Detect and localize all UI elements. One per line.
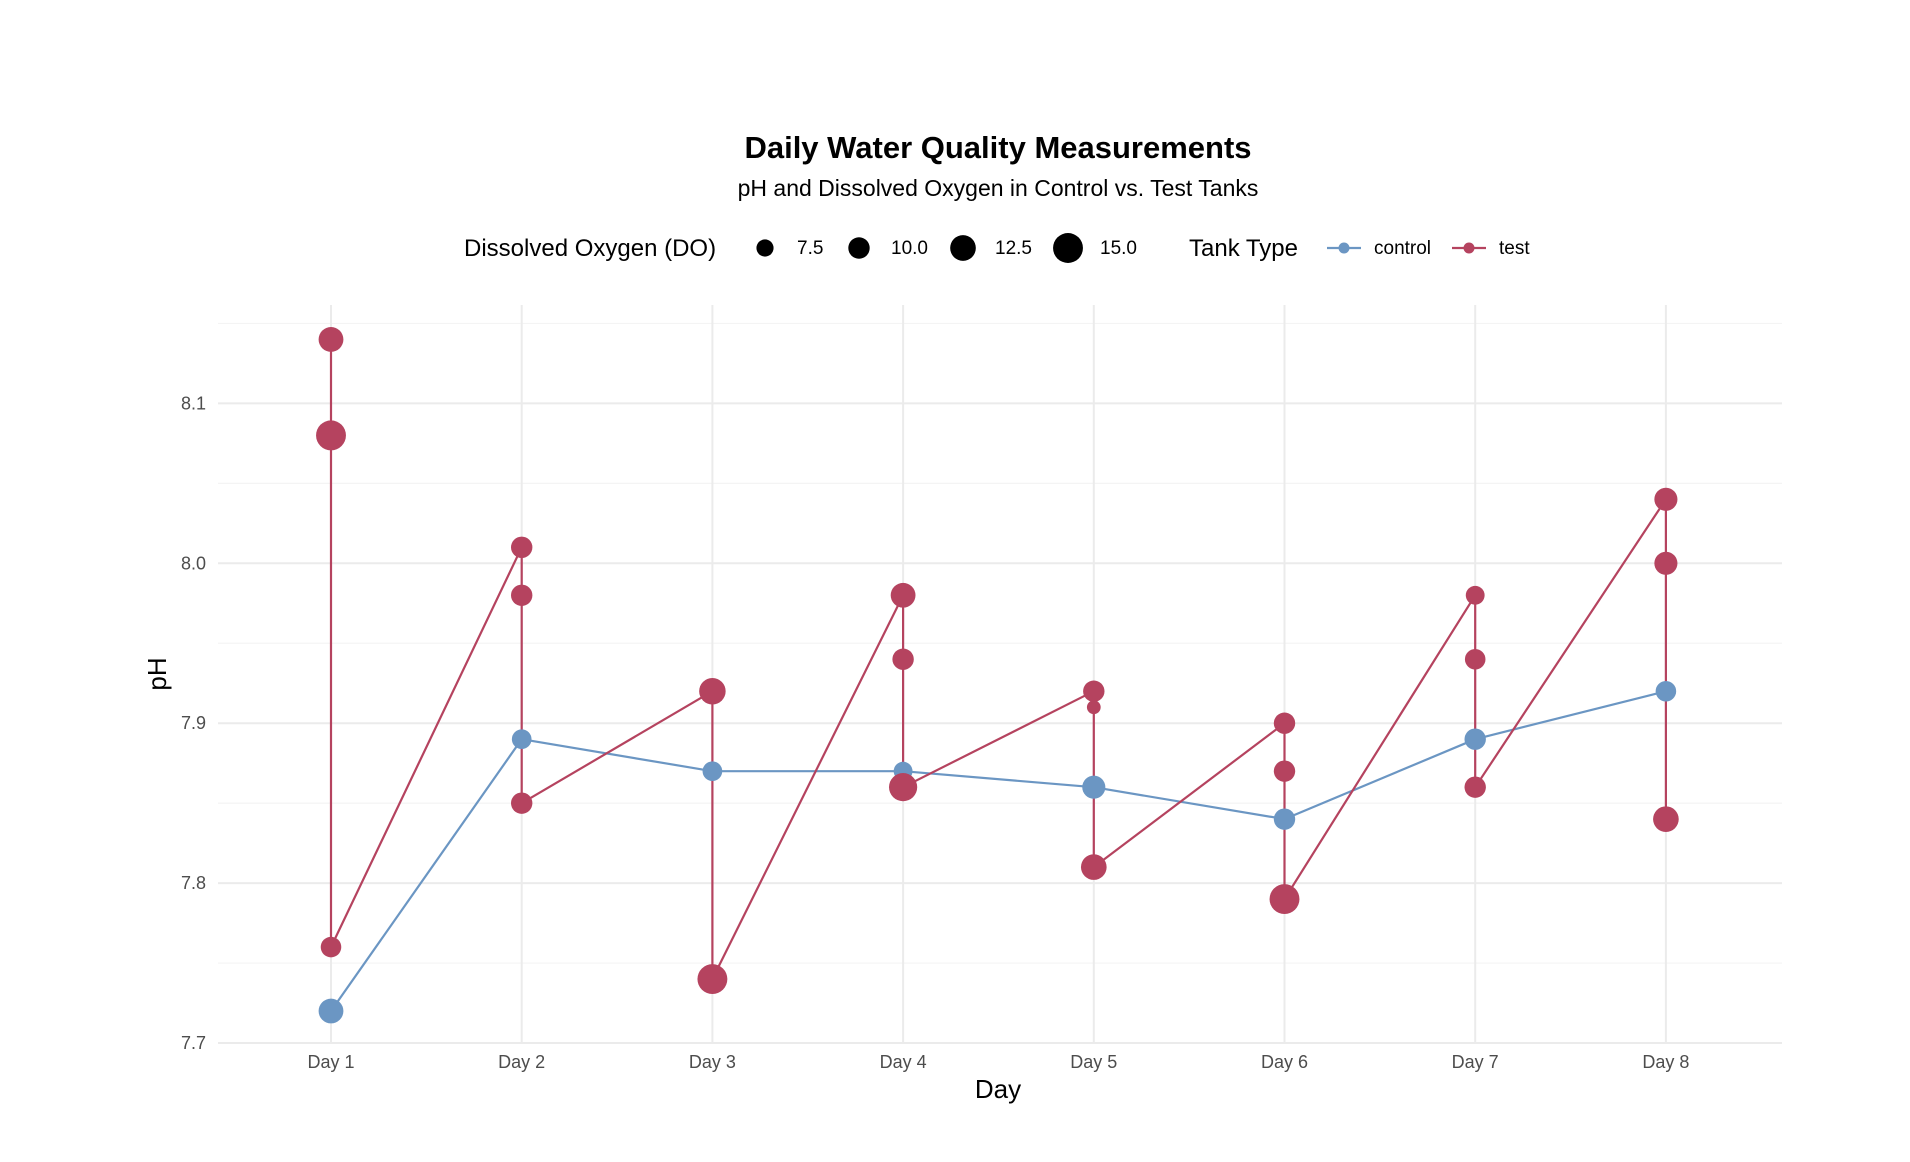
color-legend-items: control test	[1327, 238, 1530, 259]
data-point-control	[318, 998, 344, 1024]
data-point-test	[1464, 776, 1486, 798]
size-legend-label: 12.5	[995, 238, 1032, 259]
chart-title: Daily Water Quality Measurements	[744, 130, 1251, 165]
size-legend-items: 7.5 10.0 12.5 15.0	[756, 233, 1137, 263]
size-legend-label: 15.0	[1100, 238, 1137, 259]
data-point-test	[699, 677, 726, 705]
size-legend-key	[1053, 233, 1083, 263]
data-point-test	[1080, 854, 1107, 880]
data-point-control	[1273, 808, 1296, 830]
data-point-test	[1269, 884, 1300, 915]
x-axis-title: Day	[975, 1074, 1021, 1104]
data-point-control	[1655, 680, 1677, 702]
data-point-test	[1465, 585, 1485, 605]
size-legend-label: 7.5	[797, 238, 823, 259]
x-tick-label: Day 7	[1452, 1052, 1499, 1072]
data-point-test	[318, 327, 344, 352]
x-tick-label: Day 2	[498, 1052, 545, 1072]
y-tick-label: 8.1	[181, 393, 206, 413]
data-point-test	[890, 582, 916, 608]
color-legend-title: Tank Type	[1189, 235, 1298, 262]
size-legend-title: Dissolved Oxygen (DO)	[464, 235, 716, 262]
size-legend-key	[950, 235, 976, 261]
x-tick-label: Day 8	[1642, 1052, 1689, 1072]
x-tick-label: Day 3	[689, 1052, 736, 1072]
gridlines	[218, 305, 1782, 1044]
data-point-test	[1273, 760, 1296, 782]
data-point-test	[1653, 806, 1679, 832]
y-tick-label: 7.9	[181, 713, 206, 733]
data-point-control	[702, 761, 723, 782]
data-point-test	[1654, 487, 1678, 511]
size-legend-key	[756, 239, 774, 257]
data-point-test	[1654, 551, 1678, 575]
series-lines	[329, 339, 1667, 1012]
data-point-test	[511, 792, 533, 814]
data-point-control	[1082, 775, 1106, 799]
x-tick-label: Day 5	[1070, 1052, 1117, 1072]
series-line-control	[330, 690, 1667, 1012]
data-point-control	[511, 729, 532, 750]
legend: Dissolved Oxygen (DO) 7.5 10.0 12.5 15.0 Ta…	[464, 233, 1530, 263]
data-point-test	[320, 936, 342, 958]
color-legend-key-point	[1338, 242, 1350, 254]
y-axis-ticks: 7.7 7.8 7.9 8.0 8.1	[181, 393, 206, 1053]
color-legend-label: test	[1499, 238, 1530, 259]
x-tick-label: Day 4	[880, 1052, 927, 1072]
data-point-test	[1464, 648, 1486, 670]
data-point-test	[511, 536, 533, 559]
y-tick-label: 7.8	[181, 873, 206, 893]
series-points	[316, 327, 1679, 1024]
data-point-control	[1464, 728, 1486, 750]
x-axis-ticks: Day 1 Day 2 Day 3 Day 4 Day 5 Day 6 Day 7 Day 8	[307, 1052, 1689, 1072]
data-point-test	[1086, 700, 1101, 715]
y-axis-title: pH	[142, 657, 172, 690]
x-tick-label: Day 1	[307, 1052, 354, 1072]
data-point-test	[1273, 712, 1296, 734]
data-point-test	[511, 584, 533, 606]
color-legend-key-point	[1463, 242, 1475, 254]
data-point-test	[889, 773, 918, 802]
y-tick-label: 8.0	[181, 553, 206, 573]
data-point-test	[1083, 680, 1105, 702]
y-tick-label: 7.7	[181, 1033, 206, 1053]
color-legend-label: control	[1374, 238, 1431, 259]
data-point-test	[892, 648, 914, 670]
data-point-test	[316, 420, 346, 451]
x-tick-label: Day 6	[1261, 1052, 1308, 1072]
chart-subtitle: pH and Dissolved Oxygen in Control vs. T…	[738, 175, 1259, 201]
data-point-test	[697, 964, 728, 994]
size-legend-key	[848, 237, 870, 259]
size-legend-label: 10.0	[891, 238, 928, 259]
